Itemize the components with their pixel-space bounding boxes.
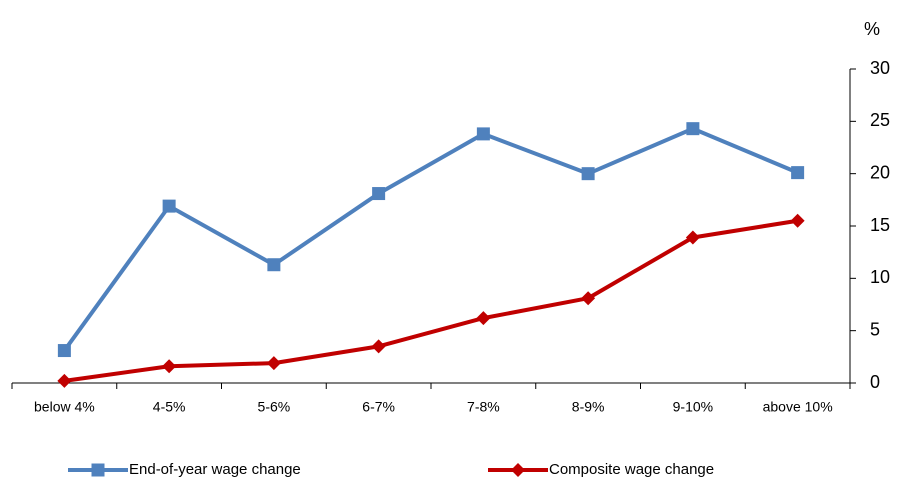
y-tick-label: 10 xyxy=(870,267,890,287)
point xyxy=(266,356,281,371)
point xyxy=(267,258,281,272)
point xyxy=(476,127,490,141)
point xyxy=(685,230,700,245)
legend-label: End-of-year wage change xyxy=(129,461,301,478)
point xyxy=(790,213,805,228)
y-tick-label: 15 xyxy=(870,215,890,235)
y-tick-label: 25 xyxy=(870,110,890,130)
point xyxy=(57,344,71,358)
y-tick-label: 30 xyxy=(870,58,890,78)
point xyxy=(581,291,596,306)
y-tick-label: 5 xyxy=(870,319,880,339)
point xyxy=(372,187,386,201)
point xyxy=(162,199,176,213)
x-tick-label: 4-5% xyxy=(153,399,186,415)
point xyxy=(686,122,700,136)
x-tick-label: above 10% xyxy=(763,399,833,415)
series-line xyxy=(62,126,799,352)
x-tick-label: 8-9% xyxy=(572,399,605,415)
point xyxy=(581,167,595,181)
point xyxy=(371,339,386,354)
y-tick-label: 20 xyxy=(870,162,890,182)
point xyxy=(791,166,805,180)
x-tick-label: 5-6% xyxy=(258,399,291,415)
point xyxy=(162,359,177,374)
x-tick-label: 6-7% xyxy=(362,399,395,415)
x-tick-label: below 4% xyxy=(34,399,95,415)
point xyxy=(511,463,525,477)
legend-label: Composite wage change xyxy=(549,461,714,478)
x-tick-label: 9-10% xyxy=(673,399,713,415)
series-line xyxy=(64,218,798,383)
x-tick-label: 7-8% xyxy=(467,399,500,415)
y-tick-label: 0 xyxy=(870,372,880,392)
point xyxy=(476,311,491,326)
point xyxy=(91,463,105,477)
point xyxy=(57,373,72,388)
y-axis-label: % xyxy=(864,19,880,39)
